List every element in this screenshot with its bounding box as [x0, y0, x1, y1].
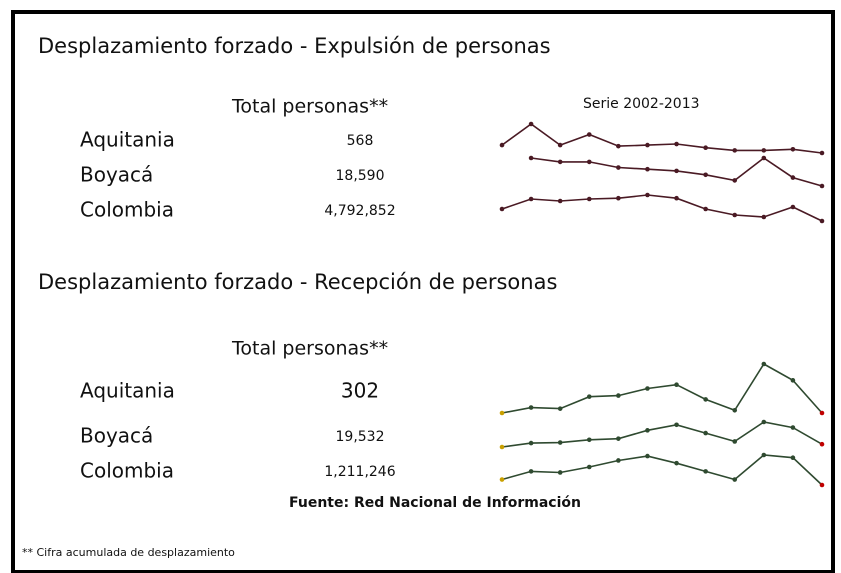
sparkline-point [528, 405, 534, 410]
sparkline-point [586, 159, 592, 165]
sparkline-point [732, 477, 738, 482]
frame [11, 10, 835, 573]
row-total: 4,792,852 [324, 203, 395, 219]
sparkline-point [499, 477, 505, 482]
sparkline-point [499, 142, 505, 148]
footnote: ** Cifra acumulada de desplazamiento [22, 546, 235, 559]
sparkline-point [819, 150, 825, 156]
sparkline-point [586, 464, 592, 470]
sparkline-point [819, 183, 825, 189]
sparkline-point [790, 455, 796, 461]
sparkline-point [528, 121, 534, 127]
row-total: 568 [347, 133, 374, 149]
sparkline-point [790, 147, 796, 152]
row-total: 18,590 [336, 168, 385, 184]
sparkline-point [674, 422, 679, 428]
sparkline-point [616, 393, 621, 398]
sparkline-point [645, 453, 650, 459]
row-total: 19,532 [336, 429, 385, 445]
sparkline-point [732, 148, 738, 153]
sparkline-point [499, 410, 505, 416]
row-name: Colombia [80, 198, 174, 222]
sparkline [501, 421, 823, 448]
sparkline-point [645, 192, 650, 198]
sparkline-point [674, 168, 679, 174]
source: Fuente: Red Nacional de Información [289, 495, 581, 511]
sparkline-point [703, 172, 708, 178]
sparkline-point [499, 206, 505, 212]
sparkline-point [819, 441, 825, 447]
sparkline-point [761, 361, 767, 367]
sparkline-point [557, 440, 563, 445]
sparkline-point [703, 206, 708, 212]
sparkline-point [790, 378, 796, 383]
sparkline-point [674, 460, 679, 466]
row-total: 1,211,246 [324, 464, 395, 480]
sparkline-point [528, 440, 534, 446]
sparkline-point [557, 470, 563, 475]
sparkline-point [528, 469, 534, 474]
sparkline [501, 362, 823, 414]
sparkline-point [761, 148, 767, 153]
sparkline-point [703, 469, 708, 474]
sparkline-point [586, 394, 592, 399]
sparkline-point [528, 155, 534, 161]
sparkline-point [499, 444, 505, 450]
sparkline-point [674, 382, 679, 387]
section-title: Desplazamiento forzado - Recepción de pe… [38, 270, 557, 294]
sparkline-point [557, 198, 563, 204]
sparkline-point [616, 458, 621, 463]
sparkline-point [586, 437, 592, 443]
sparkline-point [586, 132, 592, 137]
sparkline-point [790, 175, 796, 180]
sparkline [501, 123, 823, 154]
sparkline-point [703, 430, 708, 436]
section-title: Desplazamiento forzado - Expulsión de pe… [38, 34, 551, 58]
row-name: Aquitania [80, 379, 175, 403]
sparkline-point [674, 141, 679, 147]
sparkline-point [616, 195, 621, 201]
row-name: Colombia [80, 459, 174, 483]
series-label: Serie 2002-2013 [583, 96, 700, 112]
row-name: Boyacá [80, 163, 153, 187]
sparkline-point [761, 452, 767, 458]
sparkline-point [732, 212, 738, 218]
column-header: Total personas** [231, 338, 388, 360]
row-name: Aquitania [80, 128, 175, 152]
sparkline-point [645, 386, 650, 391]
sparkline-point [819, 218, 825, 224]
sparkline-point [819, 410, 825, 416]
sparkline-point [732, 178, 738, 183]
sparkline-point [761, 214, 767, 220]
sparkline-point [645, 142, 650, 148]
sparkline-point [528, 196, 534, 202]
sparkline-point [761, 419, 767, 425]
sparkline [501, 194, 823, 222]
sparkline-point [616, 165, 621, 170]
sparkline-point [557, 142, 563, 148]
sparkline-point [674, 195, 679, 201]
sparkline-point [819, 482, 825, 488]
sparkline-point [616, 436, 621, 441]
sparkline-point [703, 397, 708, 402]
sparkline-point [732, 407, 738, 413]
sparkline-point [732, 439, 738, 444]
sparkline-point [557, 159, 563, 165]
sparkline-point [645, 428, 650, 433]
sparkline-point [703, 145, 708, 151]
sparkline-point [645, 166, 650, 172]
column-header: Total personas** [231, 96, 388, 118]
sparkline-point [790, 204, 796, 210]
sparkline-point [557, 406, 563, 411]
sparkline-point [616, 143, 621, 149]
row-total: 302 [341, 379, 379, 403]
row-name: Boyacá [80, 424, 153, 448]
sparkline-point [586, 196, 592, 202]
sparkline-point [761, 155, 767, 161]
sparkline [501, 454, 823, 486]
sparkline-point [790, 425, 796, 430]
